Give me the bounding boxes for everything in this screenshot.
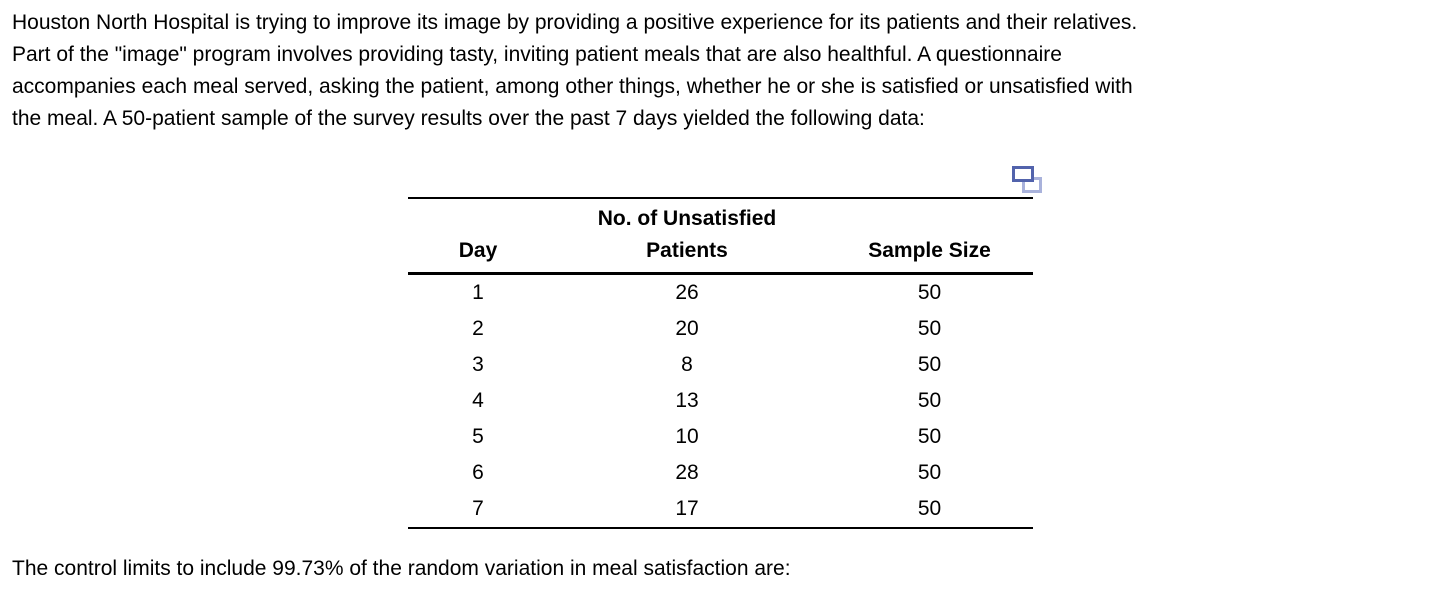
header-unsatisfied: No. of Unsatisfied Patients <box>548 198 826 274</box>
copy-icon-front <box>1012 166 1034 182</box>
unsatisfied-cell: 17 <box>675 497 699 520</box>
day-cell: 7 <box>472 497 484 520</box>
header-unsatisfied-line1: No. of Unsatisfied <box>597 207 777 230</box>
table-row: 6 28 50 <box>408 455 1033 491</box>
header-sample-size: Sample Size <box>868 239 991 262</box>
sample-size-cell: 50 <box>917 461 942 484</box>
unsatisfied-cell: 8 <box>681 353 693 376</box>
table-row: 2 20 50 <box>408 311 1033 347</box>
sample-size-cell: 50 <box>917 425 942 448</box>
day-cell: 3 <box>472 353 484 376</box>
problem-line: Houston North Hospital is trying to impr… <box>12 11 1138 34</box>
sample-size-cell: 50 <box>917 389 942 412</box>
unsatisfied-cell: 13 <box>675 389 699 412</box>
table-row: 3 8 50 <box>408 347 1033 383</box>
header-day: Day <box>458 239 498 262</box>
unsatisfied-cell: 10 <box>675 425 699 448</box>
day-cell: 1 <box>472 281 484 304</box>
header-row: Day No. of Unsatisfied Patients Sample S… <box>408 198 1033 274</box>
unsatisfied-cell: 20 <box>675 317 699 340</box>
sample-size-cell: 50 <box>917 497 942 520</box>
sample-size-cell: 50 <box>917 281 942 304</box>
table-row: 1 26 50 <box>408 274 1033 312</box>
problem-line: accompanies each meal served, asking the… <box>12 75 1133 98</box>
unsatisfied-cell: 26 <box>675 281 699 304</box>
header-unsatisfied-line2: Patients <box>646 239 728 262</box>
day-cell: 4 <box>472 389 484 412</box>
table-row: 5 10 50 <box>408 419 1033 455</box>
problem-line: the meal. A 50-patient sample of the sur… <box>12 107 925 130</box>
control-limits-question: The control limits to include 99.73% of … <box>12 557 791 580</box>
problem-statement: Houston North Hospital is trying to impr… <box>12 7 1137 135</box>
table-row: 4 13 50 <box>408 383 1033 419</box>
problem-line: Part of the "image" program involves pro… <box>12 43 1062 66</box>
day-cell: 2 <box>472 317 484 340</box>
day-cell: 5 <box>472 425 484 448</box>
sample-size-cell: 50 <box>917 353 942 376</box>
table-row: 7 17 50 <box>408 491 1033 528</box>
sample-size-cell: 50 <box>917 317 942 340</box>
day-cell: 6 <box>472 461 484 484</box>
copy-icon[interactable] <box>1012 166 1044 196</box>
unsatisfied-cell: 28 <box>675 461 699 484</box>
survey-table: Day No. of Unsatisfied Patients Sample S… <box>408 197 1033 529</box>
